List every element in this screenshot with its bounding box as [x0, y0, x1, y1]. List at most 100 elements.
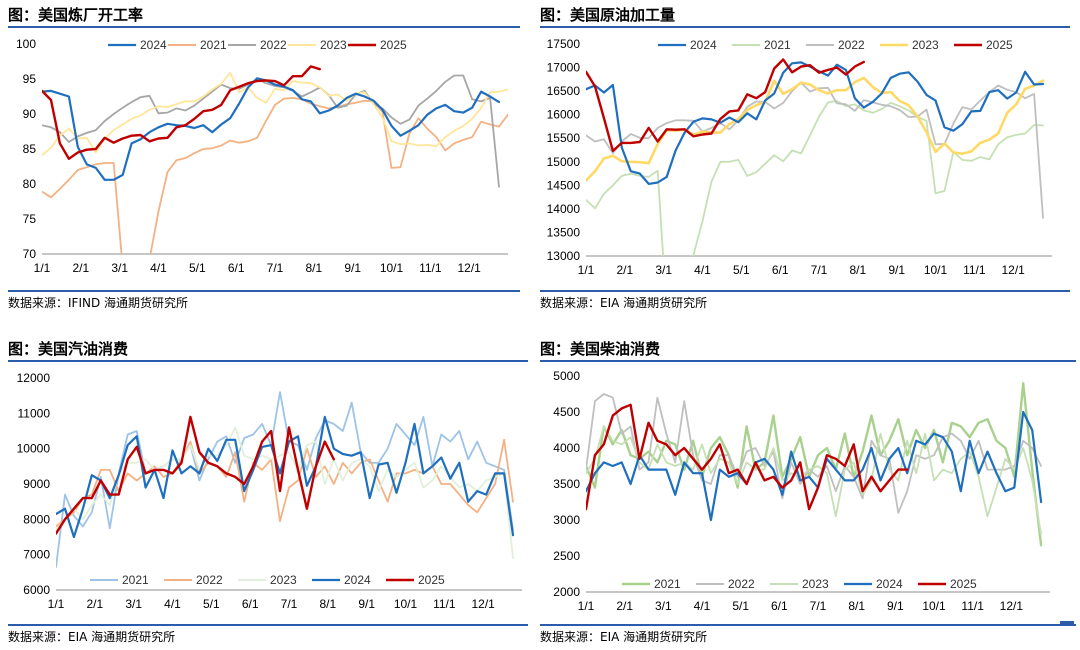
x-tick-label: 12/1: [1000, 599, 1024, 613]
x-tick-label: 1/1: [578, 263, 595, 277]
series-line-2023: [586, 76, 1045, 182]
title-rule: [8, 26, 520, 28]
series-line-2022: [586, 81, 1044, 219]
x-tick-label: 10/1: [924, 263, 948, 277]
legend-label-2022: 2022: [838, 38, 865, 52]
series-line-2024: [42, 77, 501, 181]
y-tick-label: 16500: [547, 84, 581, 98]
x-tick-label: 8/1: [848, 599, 865, 613]
title-rule: [540, 360, 1076, 362]
legend-label-2021: 2021: [200, 38, 227, 52]
y-tick-label: 90: [23, 107, 37, 121]
y-tick-label: 9000: [23, 477, 50, 491]
legend-label-2023: 2023: [320, 38, 347, 52]
x-tick-label: 10/1: [922, 599, 946, 613]
series-line-2022: [586, 393, 1043, 514]
x-tick-label: 1/1: [34, 261, 51, 275]
source-note: 数据来源：EIA 海通期货研究所: [540, 630, 708, 644]
series-line-2022: [42, 74, 500, 188]
y-tick-label: 8000: [23, 512, 50, 526]
x-tick-label: 6/1: [242, 597, 259, 611]
legend-label-2022: 2022: [728, 577, 755, 591]
x-tick-label: 4/1: [150, 261, 167, 275]
x-tick-label: 8/1: [849, 263, 866, 277]
source-rule: [540, 624, 1076, 626]
series-line-2023: [586, 425, 1043, 536]
y-tick-label: 10000: [17, 442, 51, 456]
x-tick-label: 3/1: [655, 263, 672, 277]
y-tick-label: 3500: [553, 477, 580, 491]
series-line-2024: [586, 61, 1045, 185]
legend-label-2025: 2025: [950, 577, 977, 591]
series-line-2023: [42, 71, 508, 157]
x-tick-label: 12/1: [1001, 263, 1025, 277]
x-tick-label: 5/1: [732, 599, 749, 613]
legend-label-2021: 2021: [764, 38, 791, 52]
x-tick-label: 9/1: [358, 597, 375, 611]
panel-diesel-demand: 图：美国柴油消费 2000 2500 3000 3500 4000 4500 5000 1/1…: [540, 338, 1076, 648]
legend-label-2022: 2022: [260, 38, 287, 52]
x-tick-label: 7/1: [267, 261, 284, 275]
x-tick-label: 11/1: [961, 599, 984, 613]
x-tick-label: 9/1: [887, 599, 904, 613]
y-tick-label: 13500: [547, 225, 581, 239]
title-rule: [540, 26, 1070, 28]
y-tick-label: 95: [23, 72, 37, 86]
diesel-demand-chart: 2000 2500 3000 3500 4000 4500 5000 1/1 2/1 3/1 4/1…: [553, 369, 1050, 613]
y-tick-label: 13000: [547, 249, 581, 263]
panel-gasoline-demand: 图：美国汽油消费 6000 7000 8000 9000 10000 11000 12000…: [8, 338, 528, 648]
x-tick-label: 6/1: [772, 263, 789, 277]
x-tick-label: 11/1: [433, 597, 456, 611]
legend-label-2025: 2025: [418, 573, 445, 587]
x-tick-label: 9/1: [888, 263, 905, 277]
x-tick-label: 7/1: [281, 597, 298, 611]
series-line-2021: [42, 97, 508, 254]
x-tick-label: 5/1: [189, 261, 206, 275]
x-tick-label: 10/1: [394, 597, 418, 611]
legend-label-2024: 2024: [140, 38, 167, 52]
source-note: 数据来源：EIA 海通期货研究所: [8, 630, 176, 644]
source-rule: [8, 624, 528, 626]
x-tick-label: 6/1: [771, 599, 788, 613]
legend-label-2023: 2023: [270, 573, 297, 587]
x-tick-label: 12/1: [471, 597, 495, 611]
x-tick-label: 1/1: [578, 599, 595, 613]
gasoline-demand-chart: 6000 7000 8000 9000 10000 11000 12000 1/1 2/1 3/1…: [17, 371, 522, 611]
series-line-2025: [586, 403, 909, 511]
x-tick-label: 11/1: [419, 261, 442, 275]
y-tick-label: 5000: [553, 369, 580, 383]
y-tick-label: 75: [23, 212, 37, 226]
x-tick-label: 4/1: [164, 597, 181, 611]
y-tick-label: 15500: [547, 131, 581, 145]
series-line-2025: [586, 58, 865, 153]
x-tick-label: 1/1: [48, 597, 65, 611]
x-tick-label: 3/1: [125, 597, 142, 611]
y-tick-label: 70: [23, 247, 37, 261]
source-rule: [540, 290, 1070, 292]
y-tick-label: 15000: [547, 155, 581, 169]
crude-runs-chart: 13000 13500 14000 14500 15000 15500 16000 16500…: [547, 37, 1052, 277]
series-line-2024: [586, 410, 1043, 522]
y-tick-label: 2000: [553, 585, 580, 599]
series-line-2021: [56, 391, 514, 568]
x-tick-label: 8/1: [319, 597, 336, 611]
series-line-2021: [586, 100, 1044, 256]
series-line-2024: [56, 415, 515, 539]
panel-title: 图：美国原油加工量: [540, 6, 676, 24]
y-tick-label: 12000: [17, 371, 51, 385]
x-tick-label: 5/1: [203, 597, 220, 611]
panel-title: 图：美国汽油消费: [8, 340, 129, 358]
legend-label-2021: 2021: [654, 577, 681, 591]
panel-refinery-utilization: 图：美国炼厂开工率 70 75 80 85 90 95 100 1/1 2/1 3/1 4/1 5/1…: [8, 4, 520, 314]
x-tick-label: 2/1: [616, 599, 633, 613]
x-tick-label: 5/1: [733, 263, 750, 277]
legend-label-2022: 2022: [196, 573, 223, 587]
y-tick-label: 80: [23, 177, 37, 191]
y-tick-label: 2500: [553, 549, 580, 563]
y-tick-label: 4500: [553, 405, 580, 419]
series-line-2021: [586, 382, 1043, 547]
legend-label-2023: 2023: [912, 38, 939, 52]
legend-label-2023: 2023: [802, 577, 829, 591]
y-tick-label: 100: [16, 37, 36, 51]
x-tick-label: 12/1: [457, 261, 481, 275]
